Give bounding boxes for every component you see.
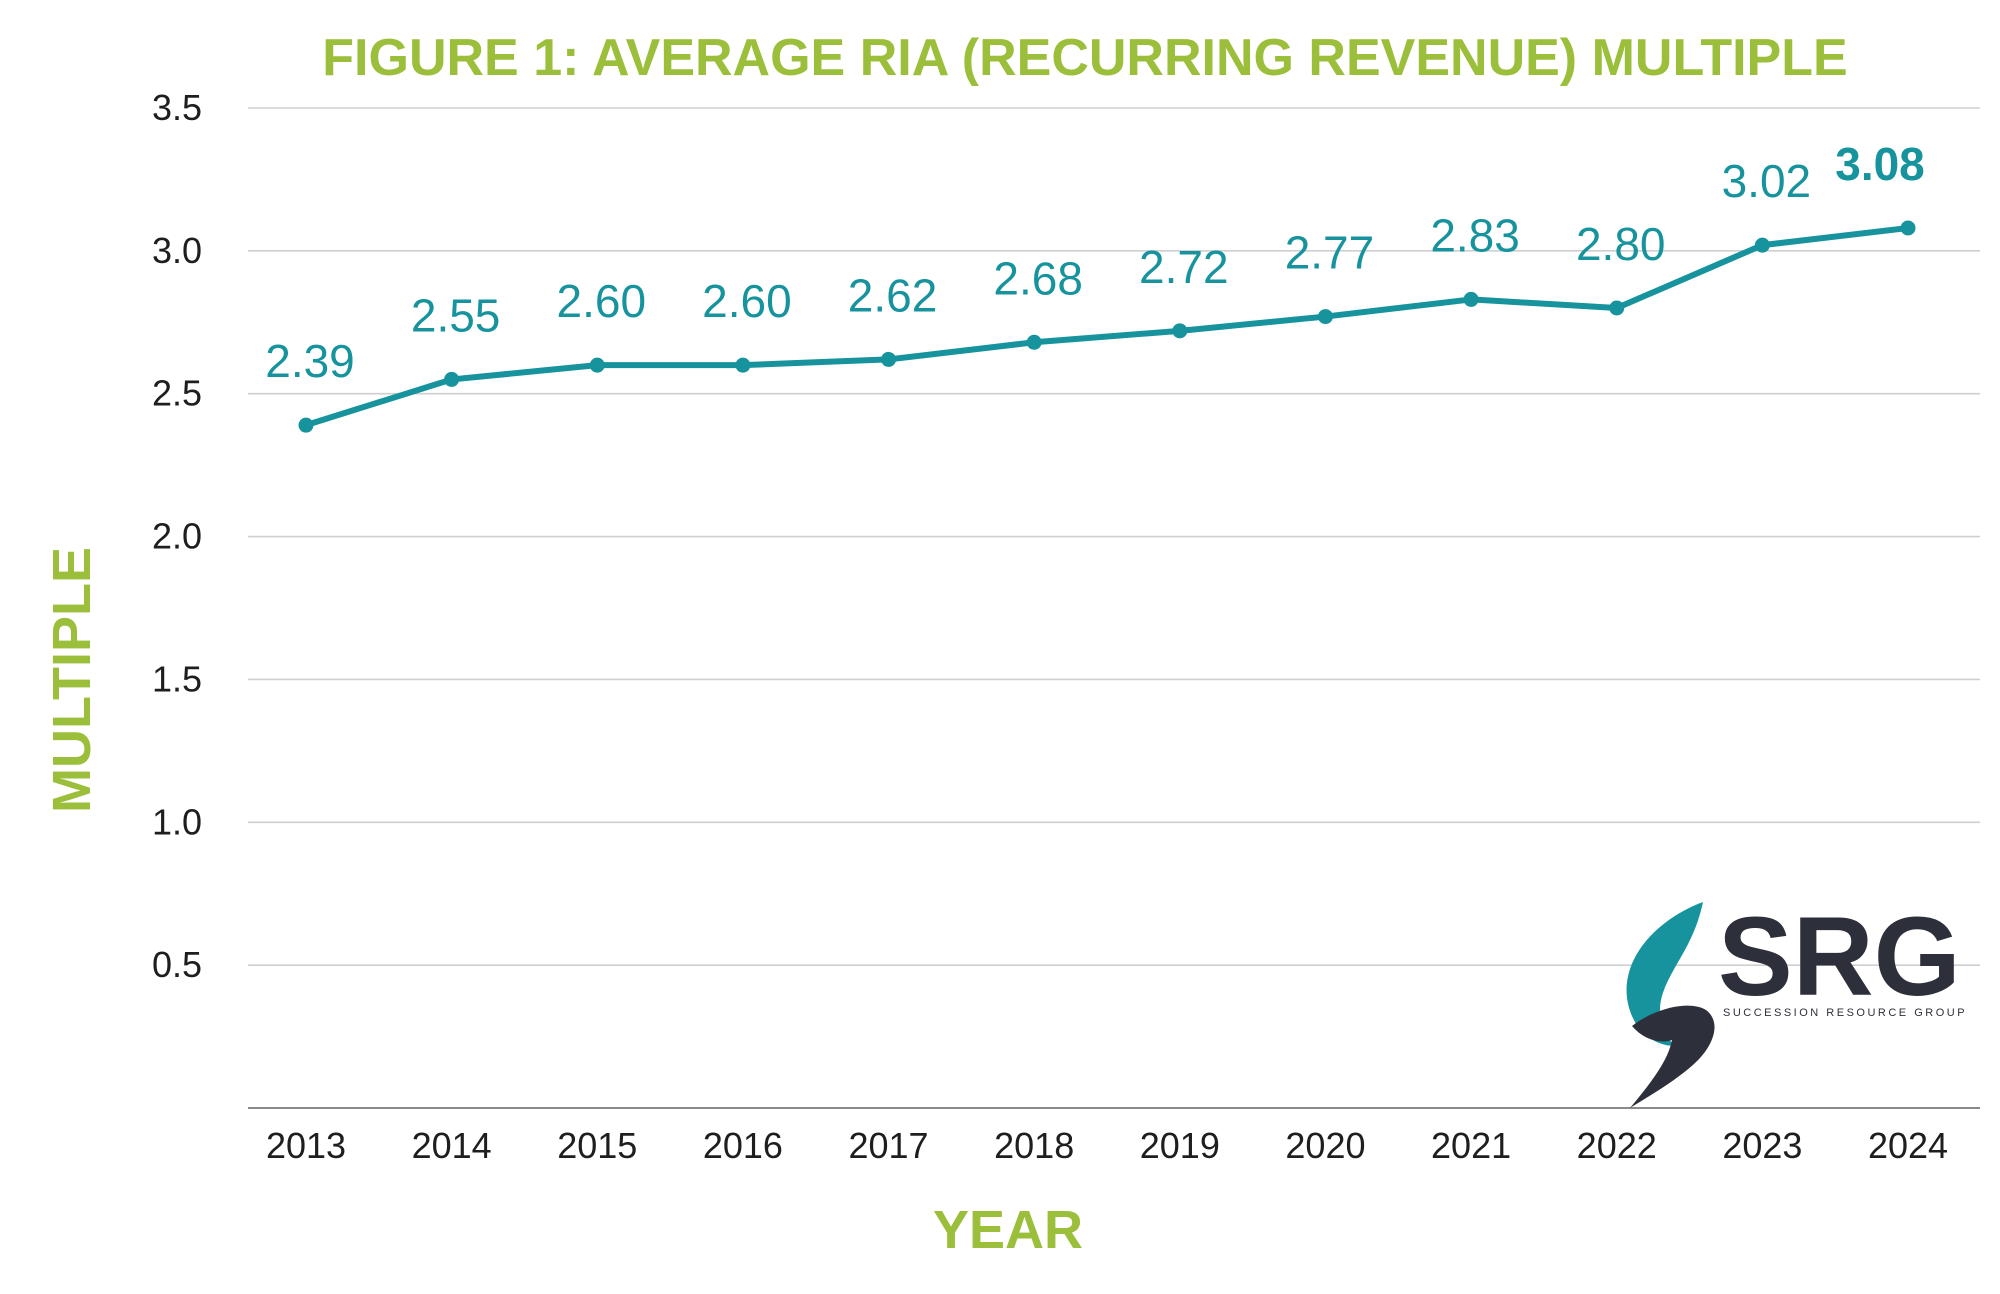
logo-wordmark: SRG [1718, 894, 1961, 1019]
data-point-2016 [735, 357, 751, 373]
data-label-2019: 2.72 [1139, 241, 1229, 293]
x-tick-label: 2018 [994, 1125, 1074, 1166]
data-label-2022: 2.80 [1576, 218, 1666, 270]
data-label-2015: 2.60 [557, 275, 647, 327]
data-point-2013 [298, 417, 314, 433]
data-point-2017 [881, 351, 897, 367]
data-label-2018: 2.68 [993, 252, 1083, 304]
data-point-2023 [1754, 237, 1770, 253]
srg-swirl-logo-icon [1626, 902, 1715, 1108]
series-multiple [298, 220, 1916, 433]
x-tick-label: 2016 [703, 1125, 783, 1166]
x-tick-label: 2021 [1431, 1125, 1511, 1166]
x-tick-label: 2022 [1577, 1125, 1657, 1166]
data-labels: 2.39 2.55 2.60 2.60 2.62 2.68 2.72 2.77 2.83 2.80… [265, 138, 1925, 387]
data-label-2024: 3.08 [1835, 138, 1925, 190]
y-tick-label: 3.0 [152, 230, 202, 271]
data-label-2020: 2.77 [1285, 227, 1375, 279]
data-point-2015 [589, 357, 605, 373]
x-tick-label: 2014 [412, 1125, 492, 1166]
data-point-2018 [1026, 334, 1042, 350]
srg-logo: SRG SUCCESSION RESOURCE GROUP [1626, 894, 1967, 1108]
data-label-2013: 2.39 [265, 335, 355, 387]
x-tick-label: 2019 [1140, 1125, 1220, 1166]
x-tick-label: 2017 [848, 1125, 928, 1166]
data-point-2020 [1317, 309, 1333, 325]
data-label-2014: 2.55 [411, 289, 501, 341]
data-label-2023: 3.02 [1722, 155, 1812, 207]
x-axis-title: YEAR [933, 1200, 1083, 1260]
x-tick-label: 2020 [1285, 1125, 1365, 1166]
y-tick-label: 2.5 [152, 373, 202, 414]
data-point-2014 [444, 371, 460, 387]
gridlines [248, 107, 1980, 1109]
y-tick-label: 0.5 [152, 944, 202, 985]
data-point-2024 [1900, 220, 1916, 236]
x-tick-label: 2024 [1868, 1125, 1948, 1166]
y-axis-ticks: 0.5 1.0 1.5 2.0 2.5 3.0 3.5 [152, 87, 202, 985]
data-label-2017: 2.62 [848, 269, 938, 321]
x-tick-label: 2013 [266, 1125, 346, 1166]
data-point-2021 [1463, 291, 1479, 307]
data-label-2016: 2.60 [702, 275, 792, 327]
x-tick-label: 2015 [557, 1125, 637, 1166]
y-tick-label: 2.0 [152, 516, 202, 557]
y-tick-label: 1.0 [152, 801, 202, 842]
y-axis-title: MULTIPLE [42, 547, 102, 813]
x-tick-label: 2023 [1722, 1125, 1802, 1166]
y-tick-label: 3.5 [152, 87, 202, 128]
data-point-2022 [1609, 300, 1625, 316]
chart-title: FIGURE 1: AVERAGE RIA (RECURRING REVENUE… [322, 29, 1847, 87]
x-axis-ticks: 2013 2014 2015 2016 2017 2018 2019 2020 2021 2022… [266, 1125, 1948, 1166]
data-point-2019 [1172, 323, 1188, 339]
logo-tagline: SUCCESSION RESOURCE GROUP [1723, 1007, 1967, 1019]
y-tick-label: 1.5 [152, 658, 202, 699]
data-label-2021: 2.83 [1430, 209, 1520, 261]
series-line [303, 225, 1911, 429]
